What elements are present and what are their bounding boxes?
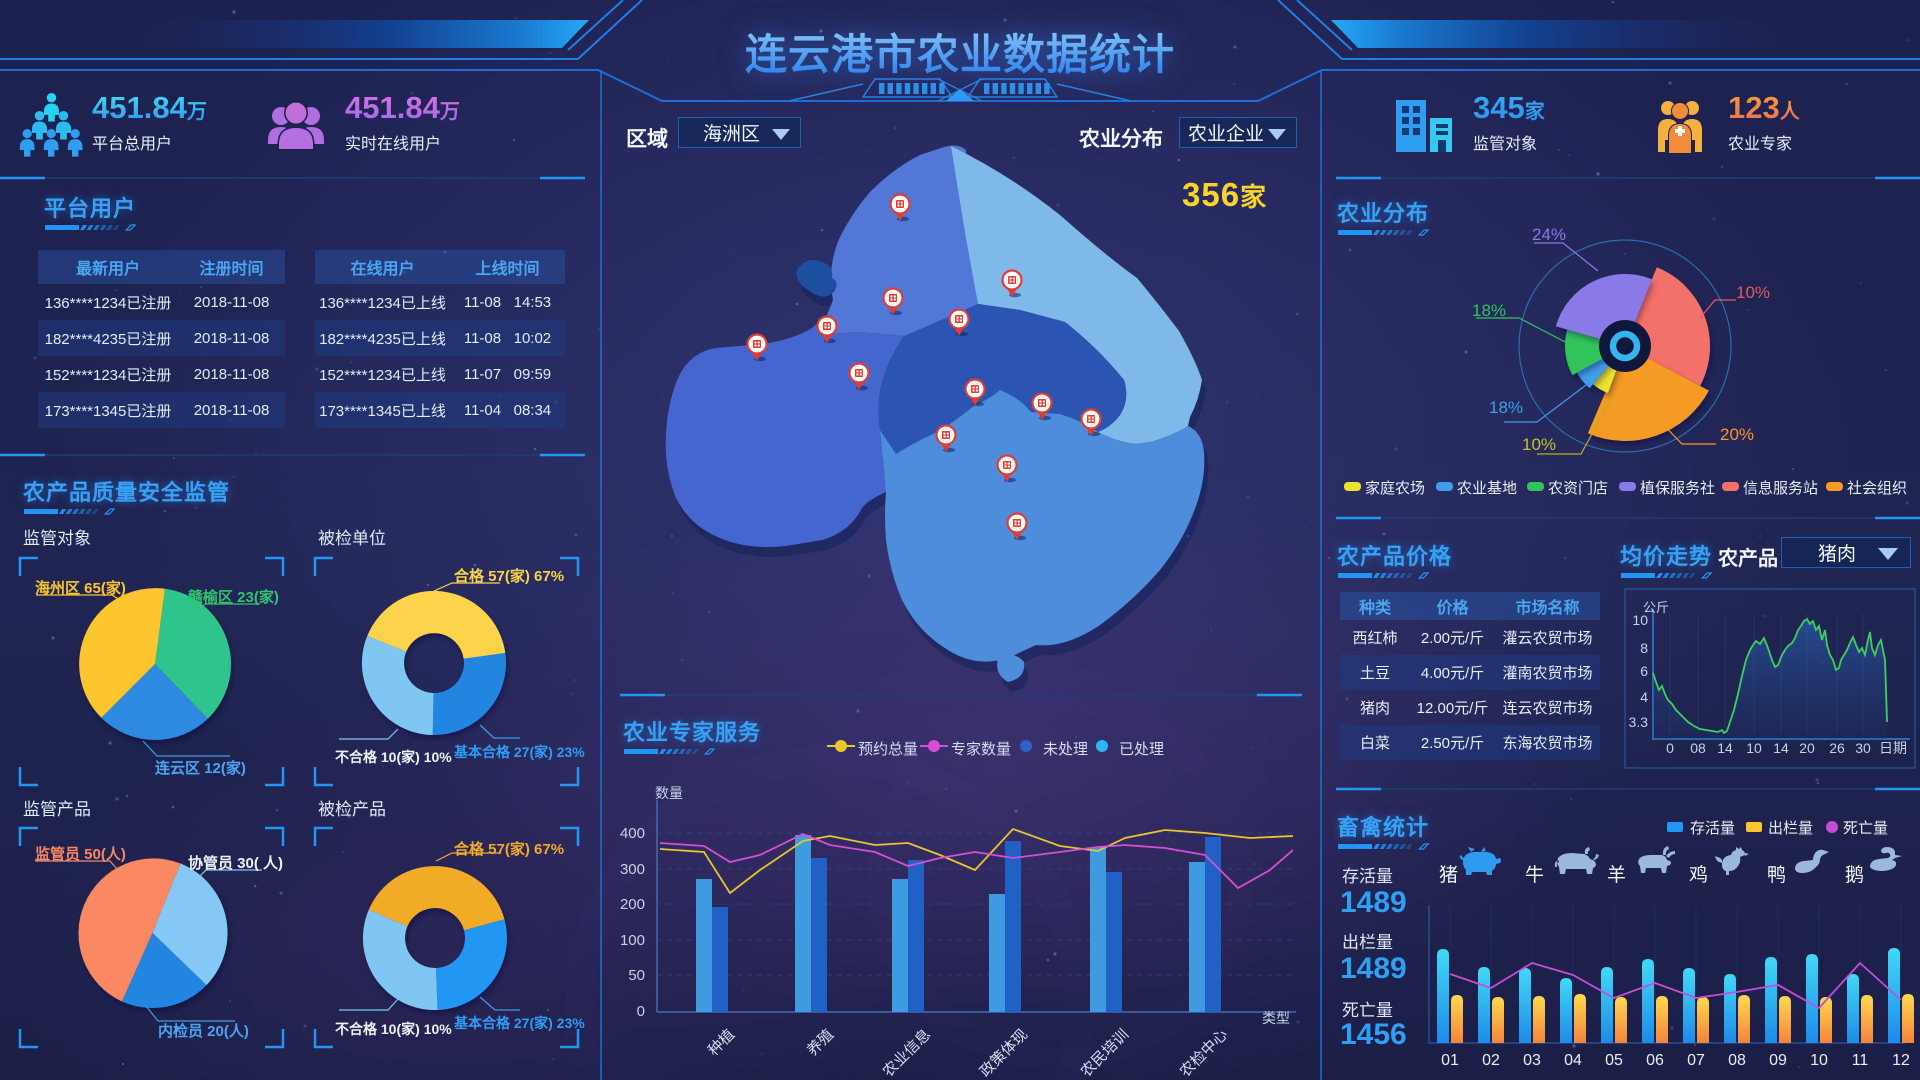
svg-text:12: 12 (1892, 1052, 1910, 1069)
svg-text:400: 400 (620, 825, 645, 842)
svg-text:200: 200 (620, 896, 645, 913)
svg-text:日期: 日期 (1879, 740, 1907, 756)
svg-text:11: 11 (1852, 1052, 1869, 1069)
svg-text:05: 05 (1605, 1052, 1623, 1069)
svg-text:10: 10 (1810, 1052, 1828, 1069)
svg-text:0: 0 (1666, 740, 1674, 756)
svg-text:08: 08 (1690, 740, 1706, 756)
svg-text:6: 6 (1640, 663, 1648, 679)
svg-text:30: 30 (1855, 740, 1871, 756)
svg-text:04: 04 (1564, 1052, 1582, 1069)
svg-text:0: 0 (637, 1003, 645, 1020)
svg-text:14: 14 (1717, 740, 1733, 756)
svg-text:3.3: 3.3 (1629, 714, 1649, 730)
svg-text:26: 26 (1829, 740, 1845, 756)
svg-text:100: 100 (620, 932, 645, 949)
svg-text:4: 4 (1640, 689, 1648, 705)
svg-text:8: 8 (1640, 640, 1648, 656)
svg-text:01: 01 (1441, 1052, 1459, 1069)
svg-text:14: 14 (1773, 740, 1789, 756)
svg-text:03: 03 (1523, 1052, 1541, 1069)
svg-text:20: 20 (1799, 740, 1815, 756)
svg-text:02: 02 (1482, 1052, 1500, 1069)
svg-text:08: 08 (1728, 1052, 1746, 1069)
svg-text:06: 06 (1646, 1052, 1664, 1069)
svg-text:07: 07 (1687, 1052, 1705, 1069)
svg-text:10: 10 (1746, 740, 1762, 756)
svg-text:09: 09 (1769, 1052, 1787, 1069)
svg-text:10: 10 (1632, 612, 1648, 628)
svg-text:300: 300 (620, 861, 645, 878)
svg-text:50: 50 (628, 967, 645, 984)
